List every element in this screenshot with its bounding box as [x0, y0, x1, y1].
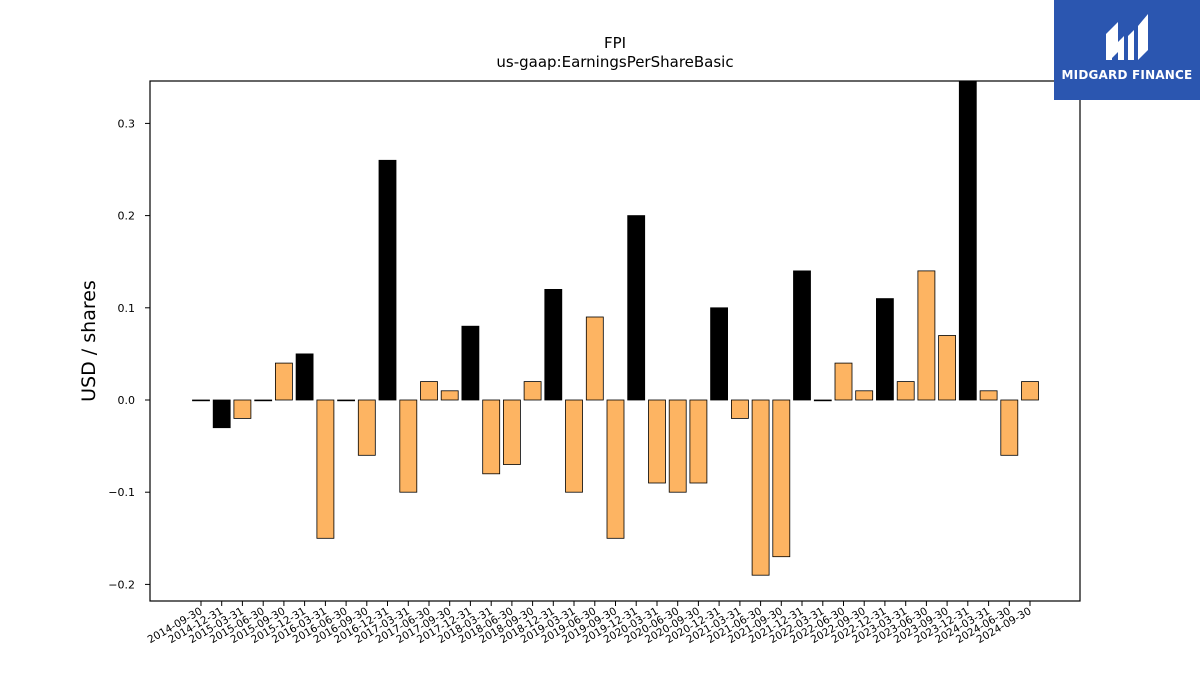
- bar: [585, 316, 604, 401]
- bar: [1000, 399, 1019, 456]
- bar: [274, 362, 293, 401]
- bar: [295, 353, 314, 401]
- bar: [731, 399, 749, 419]
- chart-subtitle: us-gaap:EarningsPerShareBasic: [496, 53, 733, 71]
- y-tick-label: 0.2: [118, 210, 136, 223]
- bar: [958, 80, 977, 401]
- bar: [606, 399, 625, 539]
- x-ticks-group: 2014-09-302014-12-312015-03-312015-06-30…: [146, 601, 1034, 646]
- bar: [523, 381, 542, 401]
- bar: [813, 399, 832, 402]
- bar: [233, 399, 252, 419]
- y-tick-label: 0.3: [118, 117, 136, 130]
- bar: [192, 399, 210, 402]
- y-tick-label: 0.1: [118, 302, 136, 315]
- chart-title: FPI: [604, 34, 626, 52]
- midgard-logo-icon: [1106, 14, 1148, 60]
- bar: [565, 399, 583, 493]
- y-ticks-group: −0.2 −0.1 0.0 0.1 0.2 0.3: [108, 117, 150, 591]
- company-logo: MIDGARD FINANCE: [1054, 0, 1200, 100]
- bar: [399, 399, 418, 493]
- bar: [482, 399, 501, 475]
- bar: [212, 399, 231, 429]
- bar: [668, 399, 687, 493]
- bar: [689, 399, 708, 484]
- bar: [979, 390, 998, 401]
- bar: [316, 399, 335, 539]
- bars-group: [192, 80, 1039, 576]
- bar: [627, 215, 646, 401]
- y-tick-label: −0.1: [108, 486, 135, 499]
- bar: [440, 390, 459, 401]
- y-tick-label: 0.0: [118, 394, 136, 407]
- plot-frame: [149, 80, 1081, 602]
- bar: [834, 362, 853, 401]
- bar: [917, 270, 936, 401]
- bar: [544, 288, 563, 401]
- bar: [876, 298, 894, 401]
- y-tick-label: −0.2: [108, 578, 135, 591]
- bar: [855, 390, 874, 401]
- bar: [254, 399, 273, 402]
- bar: [710, 307, 728, 401]
- bar: [751, 399, 770, 576]
- bar: [896, 381, 915, 401]
- logo-text: MIDGARD FINANCE: [1061, 68, 1193, 82]
- bar: [461, 325, 480, 401]
- bar: [378, 159, 397, 401]
- bar: [938, 335, 956, 401]
- bar: [420, 381, 438, 401]
- bar: [793, 270, 811, 401]
- bar: [772, 399, 791, 558]
- y-axis-label: USD / shares: [78, 280, 100, 402]
- bar: [1021, 381, 1039, 401]
- bar: [648, 399, 666, 484]
- bar: [337, 399, 356, 402]
- bar: [502, 399, 521, 465]
- bar: [357, 399, 376, 456]
